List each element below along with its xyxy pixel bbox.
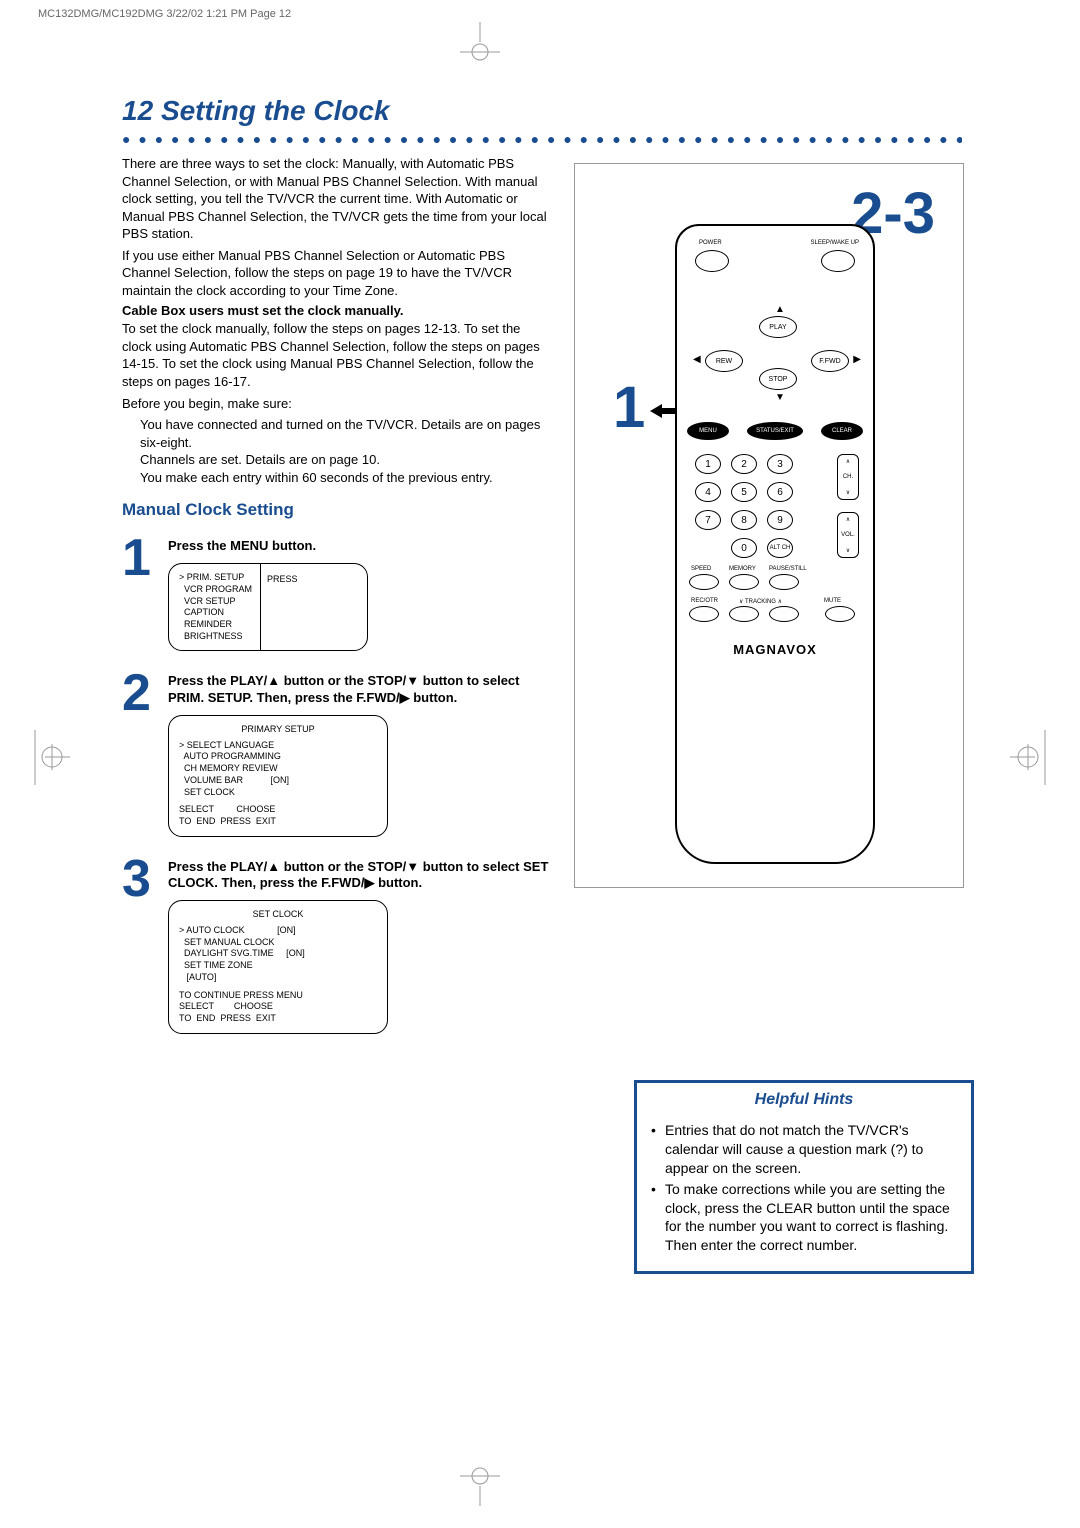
crop-mark-bottom [460, 1466, 500, 1506]
step-2: 2 Press the PLAY/▲ button or the STOP/▼ … [122, 671, 552, 836]
hint-2-text: To make corrections while you are settin… [665, 1180, 957, 1256]
ch-rocker: ∧CH.∨ [837, 454, 859, 500]
hints-title: Helpful Hints [637, 1083, 971, 1117]
bullet-1: You have connected and turned on the TV/… [140, 416, 552, 451]
step-1-screen-lines: > PRIM. SETUP VCR PROGRAM VCR SETUP CAPT… [179, 572, 252, 642]
intro-p1: There are three ways to set the clock: M… [122, 155, 552, 243]
label-tracking: ∨ TRACKING ∧ [739, 598, 782, 605]
ffwd-button: F.FWD [811, 350, 849, 372]
step-2-text: Press the PLAY/▲ button or the STOP/▼ bu… [168, 673, 552, 707]
title-text: Setting the Clock [161, 95, 390, 126]
label-sleep: SLEEP/WAKE UP [811, 240, 859, 246]
crop-mark-top [460, 22, 500, 62]
remote-diagram: 2-3 1 POWER SLEEP/WAKE UP PLAY ▲ REW ◀ F… [574, 163, 974, 888]
step-1-text: Press the MENU button. [168, 538, 552, 555]
power-button [695, 250, 729, 272]
sleep-button [821, 250, 855, 272]
hint-1-text: Entries that do not match the TV/VCR's c… [665, 1121, 957, 1178]
hint-2: • To make corrections while you are sett… [651, 1180, 957, 1256]
callout-1: 1 [613, 374, 645, 441]
digit-6: 6 [767, 482, 793, 502]
status-button: STATUS/EXIT [747, 422, 803, 440]
crop-mark-right [1010, 730, 1065, 785]
altch-button: ALT CH [767, 538, 793, 558]
step-1-num: 1 [122, 536, 168, 580]
digit-0: 0 [731, 538, 757, 558]
step-1-screen: > PRIM. SETUP VCR PROGRAM VCR SETUP CAPT… [168, 563, 368, 651]
digit-8: 8 [731, 510, 757, 530]
bullet-2: Channels are set. Details are on page 10… [140, 451, 552, 469]
step-2-footer: SELECT CHOOSE TO END PRESS EXIT [179, 804, 377, 827]
mute-button [825, 606, 855, 622]
helpful-hints: Helpful Hints • Entries that do not matc… [634, 1080, 974, 1274]
right-triangle: ▶ [853, 354, 861, 365]
step-1: 1 Press the MENU button. > PRIM. SETUP V… [122, 536, 552, 651]
clear-button: CLEAR [821, 422, 863, 440]
rew-button: REW [705, 350, 743, 372]
intro-p3: To set the clock manually, follow the st… [122, 320, 552, 390]
bullet-list: You have connected and turned on the TV/… [122, 416, 552, 486]
intro-p2: If you use either Manual PBS Channel Sel… [122, 247, 552, 300]
label-speed: SPEED [691, 566, 711, 572]
up-triangle: ▲ [775, 304, 785, 315]
page-content: 12 Setting the Clock ● ● ● ● ● ● ● ● ● ●… [122, 95, 962, 1054]
tracking-up [769, 606, 799, 622]
manual-heading: Manual Clock Setting [122, 500, 552, 520]
label-power: POWER [699, 240, 722, 246]
vol-rocker: ∧VOL.∨ [837, 512, 859, 558]
step-2-screen-lines: > SELECT LANGUAGE AUTO PROGRAMMING CH ME… [179, 740, 377, 798]
tracking-down [729, 606, 759, 622]
label-recotr: REC/OTR [691, 598, 718, 604]
step-2-screen-title: PRIMARY SETUP [179, 724, 377, 736]
label-pause: PAUSE/STILL [769, 566, 807, 572]
digit-9: 9 [767, 510, 793, 530]
step-3-screen: SET CLOCK > AUTO CLOCK [ON] SET MANUAL C… [168, 900, 388, 1033]
brand-label: MAGNAVOX [677, 642, 873, 657]
label-mute: MUTE [824, 598, 841, 604]
play-button: PLAY [759, 316, 797, 338]
left-triangle: ◀ [693, 354, 701, 365]
menu-button: MENU [687, 422, 729, 440]
bullet-3: You make each entry within 60 seconds of… [140, 469, 552, 487]
digit-4: 4 [695, 482, 721, 502]
stop-button: STOP [759, 368, 797, 390]
title-dots: ● ● ● ● ● ● ● ● ● ● ● ● ● ● ● ● ● ● ● ● … [122, 131, 962, 147]
label-memory: MEMORY [729, 566, 756, 572]
digit-2: 2 [731, 454, 757, 474]
title-number: 12 [122, 95, 153, 126]
step-3-screen-lines: > AUTO CLOCK [ON] SET MANUAL CLOCK DAYLI… [179, 925, 377, 983]
step-3-footer: TO CONTINUE PRESS MENU SELECT CHOOSE TO … [179, 990, 377, 1025]
recotr-button [689, 606, 719, 622]
page-title: 12 Setting the Clock [122, 95, 962, 127]
file-header: MC132DMG/MC192DMG 3/22/02 1:21 PM Page 1… [38, 8, 291, 20]
step-1-press: PRESS [267, 572, 298, 642]
step-3-text: Press the PLAY/▲ button or the STOP/▼ bu… [168, 859, 552, 893]
cable-box-note: Cable Box users must set the clock manua… [122, 303, 552, 318]
step-3: 3 Press the PLAY/▲ button or the STOP/▼ … [122, 857, 552, 1034]
hint-1: • Entries that do not match the TV/VCR's… [651, 1121, 957, 1178]
step-3-num: 3 [122, 857, 168, 901]
memory-button [729, 574, 759, 590]
speed-button [689, 574, 719, 590]
remote-body: POWER SLEEP/WAKE UP PLAY ▲ REW ◀ F.FWD ▶… [675, 224, 875, 864]
step-2-screen: PRIMARY SETUP > SELECT LANGUAGE AUTO PRO… [168, 715, 388, 837]
digit-3: 3 [767, 454, 793, 474]
step-2-num: 2 [122, 671, 168, 715]
intro-before: Before you begin, make sure: [122, 395, 552, 413]
step-3-screen-title: SET CLOCK [179, 909, 377, 921]
digit-1: 1 [695, 454, 721, 474]
left-column: There are three ways to set the clock: M… [122, 155, 552, 1054]
nav-cluster: PLAY ▲ REW ◀ F.FWD ▶ STOP ▼ [701, 326, 853, 436]
digit-7: 7 [695, 510, 721, 530]
pause-button [769, 574, 799, 590]
down-triangle: ▼ [775, 392, 785, 403]
digit-5: 5 [731, 482, 757, 502]
crop-mark-left [15, 730, 70, 785]
